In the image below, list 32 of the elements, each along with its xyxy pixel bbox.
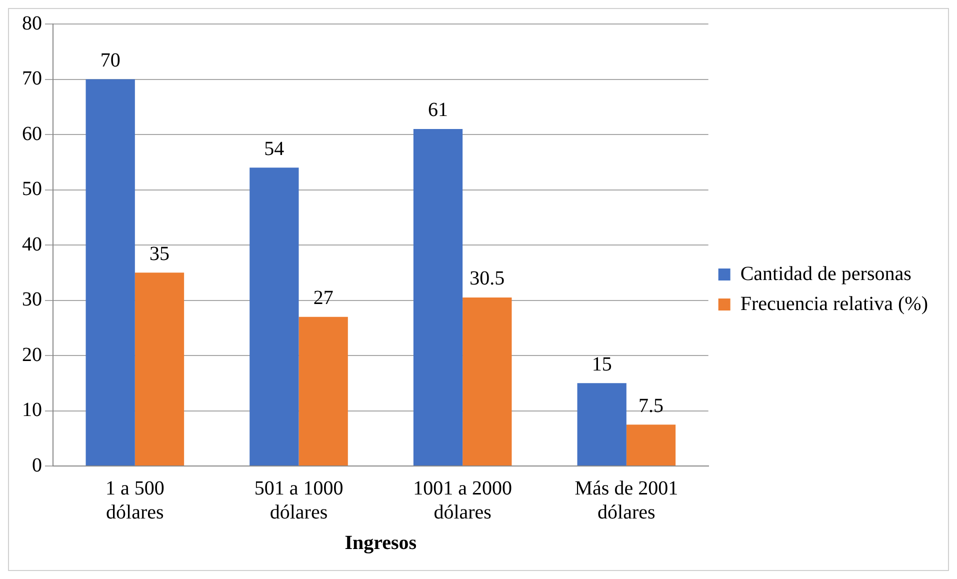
y-tick-label: 40 <box>22 233 42 256</box>
bar <box>298 316 348 466</box>
data-label: 30.5 <box>470 268 505 290</box>
legend-label: Frecuencia relativa (%) <box>740 292 928 315</box>
data-label: 61 <box>428 99 448 122</box>
y-tick-label: 30 <box>22 288 42 310</box>
x-tick-label: 1001 a 2000 dólares <box>413 477 512 524</box>
x-tick-label: Más de 2001 dólares <box>574 477 678 524</box>
y-tick-label: 20 <box>22 344 42 366</box>
x-tick-label: 1 a 500 dólares <box>105 477 164 524</box>
legend-label: Cantidad de personas <box>740 262 912 285</box>
bar <box>462 297 512 466</box>
bar <box>250 168 299 466</box>
y-tick-label: 60 <box>22 122 42 145</box>
x-axis-title: Ingresos <box>344 532 417 554</box>
y-tick-label: 10 <box>22 399 42 421</box>
bar <box>413 128 463 466</box>
y-tick-label: 70 <box>22 68 42 90</box>
bar <box>86 79 135 466</box>
x-tick-label: 501 a 1000 dólares <box>254 477 344 524</box>
bar <box>626 424 676 466</box>
data-label: 70 <box>100 50 120 72</box>
bar <box>134 272 184 466</box>
y-tick-label: 50 <box>22 178 42 200</box>
data-label: 54 <box>264 138 284 160</box>
y-tick-label: 80 <box>22 12 42 34</box>
data-label: 15 <box>592 353 612 376</box>
data-label: 27 <box>313 287 334 310</box>
data-label: 35 <box>149 242 170 265</box>
y-tick-label: 0 <box>32 454 42 476</box>
bar <box>577 383 626 466</box>
data-label: 7.5 <box>638 394 664 417</box>
